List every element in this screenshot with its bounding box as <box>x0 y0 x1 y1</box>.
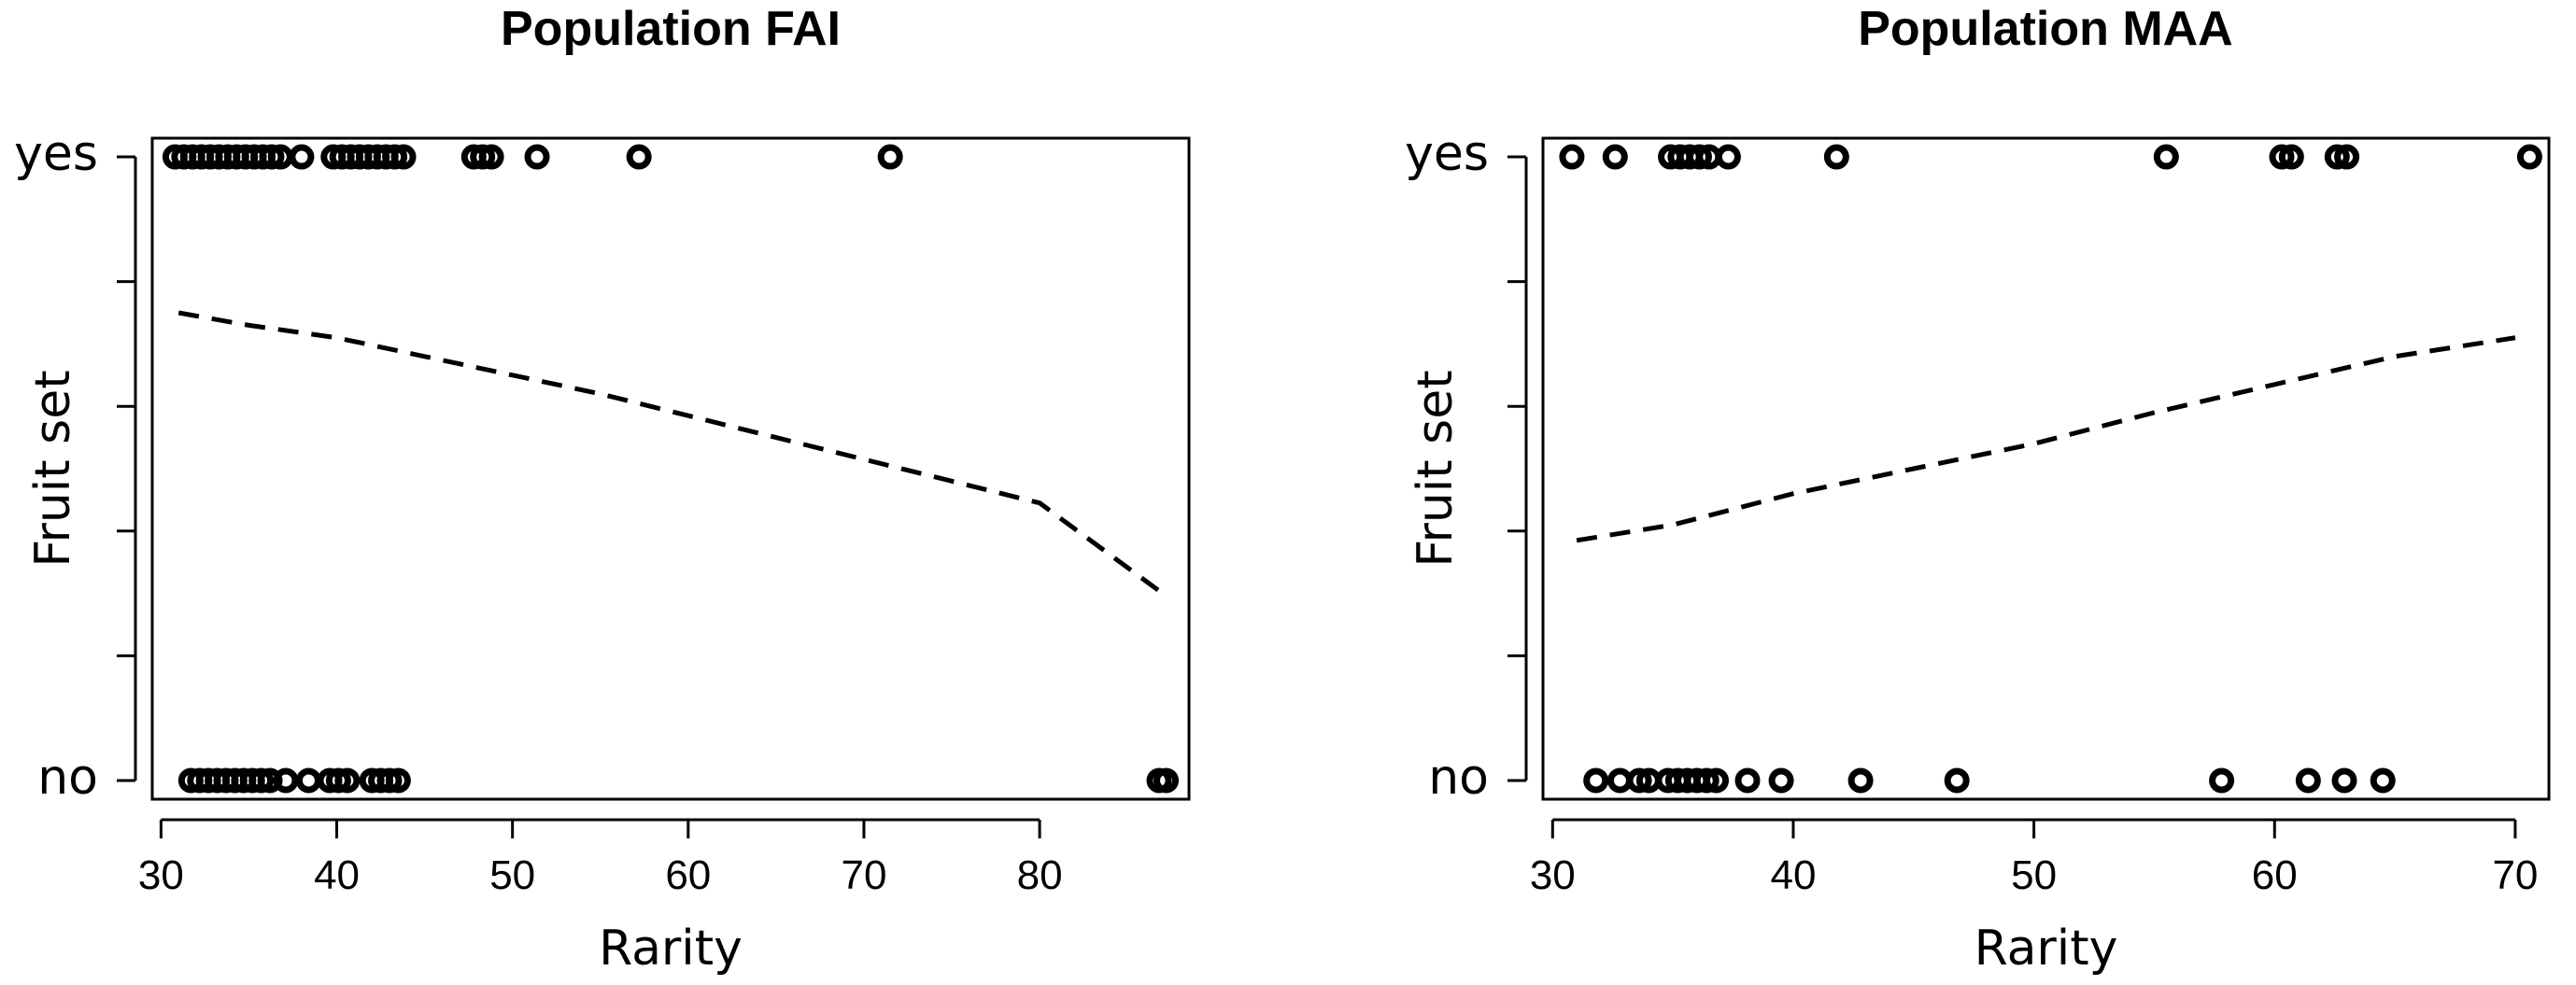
data-point-no <box>1154 767 1180 794</box>
data-point-no <box>295 767 321 794</box>
data-point-yes <box>2269 144 2295 170</box>
data-point-yes <box>877 144 903 170</box>
data-point-yes <box>382 144 408 170</box>
data-point-no <box>325 767 351 794</box>
data-point-no <box>2295 767 2321 794</box>
data-point-yes <box>2153 144 2179 170</box>
data-point-yes <box>390 144 417 170</box>
data-point-yes <box>1686 144 1712 170</box>
data-point-yes <box>1559 144 1585 170</box>
x-tick-label: 30 <box>138 852 184 898</box>
x-tick-label: 30 <box>1530 852 1576 898</box>
data-point-yes <box>2278 144 2304 170</box>
data-point-no <box>1847 767 1874 794</box>
panel-population-fai: Population FAI Fruit set Rarity 30 40 50 60… <box>14 2 1191 977</box>
data-point-no <box>1626 767 1652 794</box>
data-point-no <box>2331 767 2357 794</box>
data-point-no <box>1693 767 1720 794</box>
data-point-yes <box>1715 144 1741 170</box>
data-point-no <box>376 767 403 794</box>
x-tick-label: 60 <box>665 852 711 898</box>
x-tick-label: 50 <box>489 852 535 898</box>
chart-title: Population MAA <box>1858 2 2233 56</box>
plot-frame <box>150 136 1191 801</box>
data-point-yes <box>289 144 315 170</box>
data-point-yes <box>2516 144 2542 170</box>
data-point-yes <box>259 144 285 170</box>
data-point-yes <box>2324 144 2350 170</box>
y-tick-label-yes: yes <box>1405 126 1489 182</box>
data-point-no <box>334 767 361 794</box>
data-point-no <box>2370 767 2396 794</box>
x-axis-label: Rarity <box>1974 921 2118 977</box>
x-tick-label: 70 <box>2492 852 2538 898</box>
x-tick-label: 70 <box>841 852 886 898</box>
data-point-no <box>273 767 299 794</box>
data-point-no <box>1944 767 1970 794</box>
data-point-no <box>248 767 275 794</box>
data-point-no <box>1606 767 1633 794</box>
x-axis-label: Rarity <box>599 921 743 977</box>
data-point-yes <box>1823 144 1849 170</box>
panel-population-maa: Population MAA Fruit set Rarity 30 40 50 60… <box>1405 2 2551 977</box>
fit-line <box>177 310 1165 596</box>
data-point-yes <box>478 144 504 170</box>
x-tick-label: 50 <box>2011 852 2057 898</box>
data-point-no <box>1704 767 1730 794</box>
data-point-yes <box>470 144 496 170</box>
data-point-no <box>1768 767 1794 794</box>
plot-frame <box>1541 136 2551 801</box>
data-point-no <box>1583 767 1609 794</box>
x-tick-label: 40 <box>314 852 360 898</box>
data-point-no <box>2209 767 2235 794</box>
x-tick-label: 40 <box>1770 852 1816 898</box>
data-point-yes <box>1602 144 1628 170</box>
y-axis-label: Fruit set <box>1408 370 1464 567</box>
y-tick-label-no: no <box>37 750 98 806</box>
data-point-yes <box>2334 144 2360 170</box>
data-point-no <box>1734 767 1761 794</box>
data-point-no <box>385 767 411 794</box>
x-tick-label: 60 <box>2252 852 2298 898</box>
fit-line <box>1576 335 2516 543</box>
y-tick-label-yes: yes <box>14 126 98 182</box>
y-tick-label-no: no <box>1428 750 1489 806</box>
y-axis-label: Fruit set <box>25 370 81 567</box>
x-tick-label: 80 <box>1017 852 1063 898</box>
chart-title: Population FAI <box>501 2 841 56</box>
data-point-yes <box>524 144 550 170</box>
data-point-yes <box>626 144 652 170</box>
